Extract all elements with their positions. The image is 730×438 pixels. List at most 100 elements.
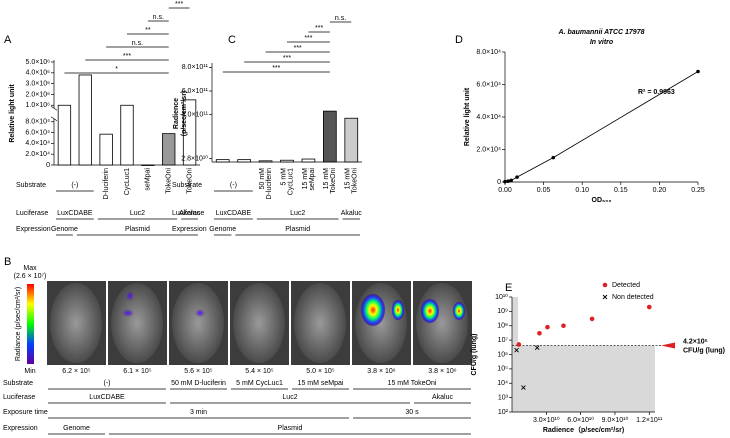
signal	[392, 300, 404, 320]
y-tick-label: 2.0×10⁴	[476, 146, 501, 153]
undetectable-region	[512, 345, 655, 412]
y-tick-label: 4.0×10¹¹	[182, 112, 209, 119]
point	[515, 175, 519, 179]
group-label: Akaluc	[179, 210, 201, 217]
bar	[120, 104, 134, 166]
mouse-body	[50, 283, 102, 363]
mouse-body	[233, 283, 285, 363]
row-label: Expression	[3, 425, 38, 432]
bar	[141, 164, 155, 166]
significance-label: ***	[294, 45, 302, 52]
point	[509, 178, 513, 183]
legend-marker	[602, 294, 608, 300]
bar	[280, 159, 294, 163]
y-tick-label: 10⁶	[497, 351, 508, 358]
group-label: 5 mM CycLuc1	[236, 380, 283, 387]
y-tick-label: 4.0×10⁴	[25, 140, 50, 147]
group-label: seMpai	[309, 168, 316, 191]
group-label: Akaluc	[341, 210, 363, 217]
chart-subtitle: In vitro	[590, 39, 614, 46]
colorbar	[27, 284, 34, 364]
significance-label: ***	[272, 65, 280, 72]
group-label: 3 min	[190, 409, 207, 416]
group-label: Akaluc	[432, 394, 454, 401]
group-label: Luc2	[130, 210, 145, 217]
panel-label: E	[505, 282, 512, 294]
group-label: 15 mM	[302, 168, 309, 190]
row-label: Luciferase	[172, 210, 204, 217]
image-value: 5.6 × 10⁵	[184, 368, 212, 375]
threshold-label: 4.2×10⁶	[683, 338, 708, 345]
x-tick-label: 0.10	[575, 187, 589, 194]
group-label: TokeOni	[186, 168, 193, 194]
x-tick-label: 1.2×10¹¹	[636, 417, 663, 424]
group-label: Luc2	[290, 210, 305, 217]
group-label: Genome	[209, 226, 236, 233]
group-label: TokeOni	[166, 168, 173, 194]
group-label: LuxCDABE	[57, 210, 93, 217]
bar	[99, 133, 113, 166]
y-axis-label: Relative light unit	[464, 87, 471, 146]
legend-label: Non detected	[612, 294, 654, 301]
group-label: seMpai	[145, 168, 152, 191]
group-label: 30 s	[405, 409, 419, 416]
bar	[344, 117, 359, 163]
row-label: Luciferase	[3, 394, 35, 401]
colorbar-max-value: (2.6 × 10⁷)	[14, 273, 47, 280]
row-label: Substrate	[172, 182, 202, 189]
group-label: Plasmid	[285, 226, 310, 233]
significance-label: ***	[315, 25, 323, 32]
signal	[126, 291, 134, 301]
bar	[215, 159, 230, 163]
y-tick-label: 2.0×10⁴	[25, 151, 50, 158]
significance-label: ***	[123, 53, 131, 60]
significance-label: **	[145, 27, 151, 34]
point	[589, 316, 595, 322]
y-tick-label: 10⁴	[497, 380, 508, 387]
y-tick-label: 10¹⁰	[495, 293, 508, 301]
significance-label: n.s.	[335, 15, 346, 22]
signal	[195, 309, 205, 317]
y-tick-label: 10²	[498, 409, 509, 416]
image-value: 6.1 × 10⁵	[123, 368, 151, 375]
signal	[453, 302, 465, 320]
significance-label: ***	[304, 35, 312, 42]
point	[545, 324, 550, 330]
y-tick-label: 1.0×10⁶	[26, 102, 51, 109]
y-axis-label: (p/sec/cm²/sr)	[181, 91, 188, 137]
y-tick-label: 2.0×10⁶	[26, 91, 51, 98]
y-tick-label: 10³	[498, 394, 509, 401]
x-tick-label: 6.0×10¹⁰	[567, 416, 594, 424]
y-tick-label: 2.8×10¹⁰	[181, 155, 208, 163]
group-label: (-)	[230, 182, 237, 189]
group-label: TokeOni	[352, 168, 359, 194]
y-axis-label: Relative light unit	[9, 84, 16, 143]
group-label: Plasmid	[125, 226, 150, 233]
group-label: Plasmid	[278, 425, 303, 432]
point	[537, 330, 542, 336]
panel-label: C	[228, 34, 236, 46]
image-value: 6.2 × 10⁵	[62, 368, 90, 375]
group-label: 5 mM	[280, 168, 287, 186]
y-tick-label: 10⁵	[497, 366, 508, 373]
legend-label: Detected	[612, 282, 640, 289]
group-label: LuxCDABE	[89, 394, 125, 401]
mouse-body	[355, 283, 407, 363]
point	[506, 179, 510, 183]
point	[551, 155, 556, 160]
y-tick-label: 4.0×10⁴	[476, 114, 501, 121]
x-tick-label: 0.05	[537, 187, 551, 194]
mouse-body	[172, 283, 224, 363]
annotation: R² = 0.9963	[638, 89, 675, 96]
colorbar-min: Min	[24, 368, 35, 375]
group-label: Genome	[51, 226, 78, 233]
group-label: D-luciferin	[266, 168, 273, 200]
mouse-images	[27, 281, 472, 365]
bar	[301, 158, 316, 163]
group-label: TokeOni	[330, 168, 337, 194]
y-axis-label: Radience	[173, 98, 180, 129]
group-label: 50 mM	[259, 168, 266, 190]
group-label: 15 mM	[345, 168, 352, 190]
image-value: 3.8 × 10⁶	[428, 368, 456, 375]
x-tick-label: 0.15	[614, 187, 628, 194]
